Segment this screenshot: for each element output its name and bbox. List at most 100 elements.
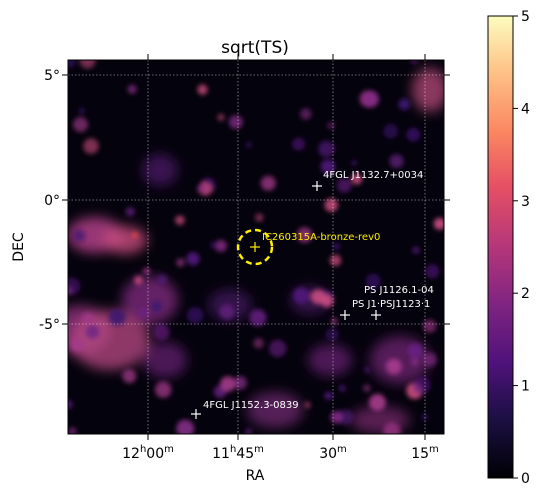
emission-spot: [253, 338, 264, 349]
x-tick-label: 30m: [319, 444, 347, 462]
emission-spot: [327, 121, 335, 130]
emission-spot: [68, 277, 81, 295]
emission-spot: [318, 140, 335, 158]
emission-spot: [245, 141, 253, 149]
emission-spot: [249, 309, 267, 327]
emission-spot: [292, 137, 306, 151]
emission-spot: [197, 184, 206, 194]
emission-spot: [330, 410, 344, 424]
emission-spot: [304, 401, 311, 408]
y-tick-label: 5°: [44, 68, 60, 84]
colorbar: 0 1 2 3 4 5: [487, 9, 530, 487]
source-label: PS J1126.1-04: [364, 285, 434, 296]
emission-spot: [215, 239, 227, 252]
error-region-circle: [236, 228, 274, 266]
emission-spot: [70, 338, 85, 352]
emission-spot: [143, 267, 150, 275]
emission-spot: [363, 384, 371, 392]
y-tick-label: 0°: [44, 193, 60, 209]
emission-spot: [151, 301, 163, 313]
emission-spot: [217, 113, 225, 121]
emission-spot: [310, 289, 326, 305]
emission-spot: [425, 264, 440, 279]
colorbar-tick-label: 5: [521, 9, 530, 25]
emission-spot: [406, 127, 421, 142]
emission-spot: [329, 254, 342, 267]
source-label: IC260315A-bronze-rev0: [262, 232, 380, 243]
emission-peak: [132, 232, 138, 238]
x-axis-label: RA: [246, 468, 265, 484]
emission-spot: [122, 369, 137, 384]
emission-spot: [176, 419, 195, 434]
emission-spot: [351, 173, 363, 185]
emission-spot: [423, 319, 437, 333]
emission-spot: [338, 384, 346, 392]
emission-spot: [134, 275, 143, 285]
emission-spot: [398, 98, 411, 111]
emission-spot: [72, 229, 86, 243]
emission-spot: [293, 287, 309, 304]
source-label: 4FGL J1132.7+0034: [323, 170, 423, 181]
source-marker: 4FGL J1132.7+0034: [312, 170, 423, 191]
emission-spot: [324, 391, 333, 400]
emission-spot: [412, 246, 420, 254]
emission-spot: [330, 317, 338, 325]
emission-spot: [108, 308, 126, 326]
emission-spot: [157, 274, 168, 285]
emission-spot: [386, 358, 402, 375]
colorbar-tick-label: 1: [521, 379, 530, 395]
emission-spot: [268, 339, 287, 358]
source-marker: PS J1·PSJ1123·1: [340, 299, 430, 320]
emission-spot: [433, 217, 444, 230]
emission-spot: [362, 90, 380, 108]
emission-region: [412, 68, 444, 112]
emission-region: [103, 226, 147, 254]
emission-spot: [368, 393, 386, 411]
emission-region: [70, 310, 150, 370]
source-label: PS J1·PSJ1123·1: [352, 299, 430, 310]
y-axis-label: DEC: [11, 232, 27, 262]
y-tick-label: -5°: [39, 317, 60, 333]
emission-region: [247, 392, 303, 428]
emission-region: [143, 342, 187, 378]
emission-spot: [175, 215, 185, 225]
colorbar-tick-label: 3: [521, 194, 530, 210]
emission-spot: [324, 198, 338, 212]
colorbar-tick-label: 2: [521, 286, 530, 302]
emission-spot: [336, 177, 352, 193]
emission-spot: [407, 343, 423, 359]
source-marker: 4FGL J1152.3-0839: [191, 400, 299, 419]
x-tick-label: 11h45m: [212, 444, 264, 462]
emission-spot: [365, 273, 381, 289]
emission-spot: [383, 123, 399, 139]
emission-spot: [325, 327, 339, 341]
emission-spot: [260, 175, 276, 191]
x-tick-label: 15m: [411, 444, 439, 462]
emission-spot: [209, 241, 218, 249]
emission-spot: [68, 399, 73, 410]
emission-spot: [422, 352, 437, 367]
emission-spot: [245, 428, 253, 434]
ts-map: [68, 60, 444, 434]
emission-spot: [68, 60, 76, 68]
emission-spot: [413, 376, 431, 394]
emission-spot: [228, 115, 243, 130]
emission-spot: [127, 84, 137, 94]
emission-spot: [333, 243, 340, 250]
colorbar-gradient: [487, 15, 514, 479]
emission-spot: [186, 307, 204, 324]
emission-spot: [82, 312, 94, 324]
emission-spot: [410, 60, 419, 65]
emission-region: [142, 154, 178, 186]
emission-spot: [83, 138, 99, 154]
emission-spot: [68, 427, 77, 434]
emission-spot: [197, 84, 208, 95]
emission-region: [122, 276, 178, 324]
emission-spot: [73, 117, 88, 133]
emission-spot: [383, 422, 401, 434]
emission-spot: [233, 376, 247, 390]
emission-spot: [296, 227, 313, 243]
emission-spot: [85, 324, 100, 339]
emission-region: [308, 344, 352, 376]
